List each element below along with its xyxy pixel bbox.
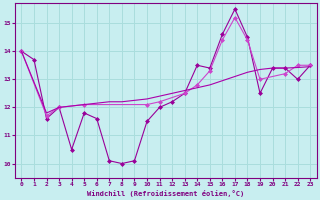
- X-axis label: Windchill (Refroidissement éolien,°C): Windchill (Refroidissement éolien,°C): [87, 190, 244, 197]
